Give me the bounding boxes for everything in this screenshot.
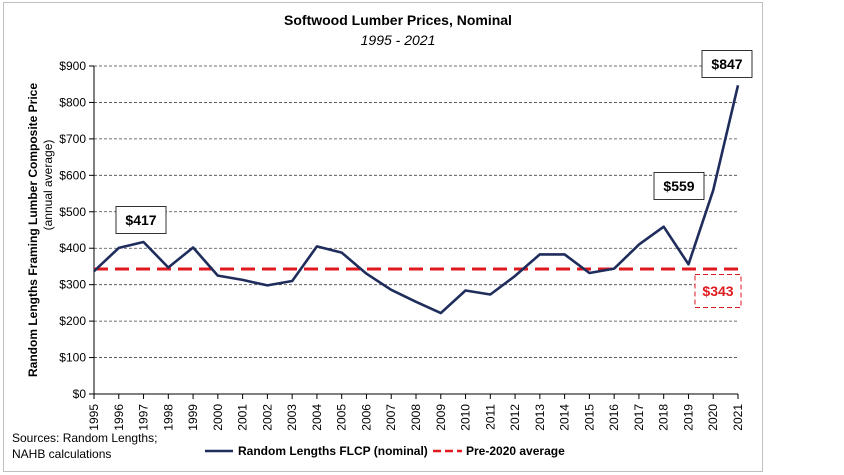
x-tick-label: 2009 [434, 404, 448, 431]
x-tick-label: 2012 [508, 404, 522, 431]
x-tick-label: 2001 [236, 404, 250, 431]
y-tick-label: $300 [59, 278, 86, 292]
y-tick-label: $100 [59, 351, 86, 365]
annotation-847-label: $847 [711, 56, 742, 72]
y-tick-label: $800 [59, 95, 86, 109]
x-tick-label: 2017 [632, 404, 646, 431]
y-tick-label: $400 [59, 241, 86, 255]
y-tick-label: $600 [59, 168, 86, 182]
annotation-559-label: $559 [663, 178, 694, 194]
chart-subtitle: 1995 - 2021 [361, 32, 436, 48]
x-tick-label: 2021 [731, 404, 745, 431]
y-axis-sublabel: (annual average) [41, 140, 55, 231]
x-tick-label: 2015 [582, 404, 596, 431]
source-note-line-2: NAHB calculations [12, 447, 111, 461]
x-tick-label: 2008 [409, 404, 423, 431]
annotation-417: $417 [115, 206, 167, 234]
x-tick-label: 2019 [681, 404, 695, 431]
legend: Random Lengths FLCP (nominal) Pre-2020 a… [205, 444, 565, 458]
y-tick-label: $200 [59, 314, 86, 328]
x-tick-label: 1996 [112, 404, 126, 431]
y-tick-label: $900 [59, 59, 86, 73]
x-axis-ticks: 1995 1996 1997 1998 1999 2000 2001 2002 2003 2004… [87, 394, 745, 431]
annotation-417-label: $417 [125, 212, 156, 228]
gridlines [93, 65, 738, 395]
x-tick-label: 2002 [260, 404, 274, 431]
annotation-847: $847 [701, 50, 753, 78]
x-tick-label: 2020 [706, 404, 720, 431]
x-tick-label: 2018 [657, 404, 671, 431]
y-axis-ticks: $0 $100 $200 $300 $400 $500 $600 $700 $800 $900 [59, 59, 94, 401]
x-tick-label: 2006 [359, 404, 373, 431]
x-tick-label: 2003 [285, 404, 299, 431]
x-tick-label: 2004 [310, 404, 324, 431]
x-tick-label: 1995 [87, 404, 101, 431]
annotation-343: $343 [694, 274, 742, 308]
y-tick-label: $500 [59, 205, 86, 219]
y-tick-label: $0 [73, 387, 87, 401]
x-tick-label: 2013 [533, 404, 547, 431]
x-tick-label: 2000 [211, 404, 225, 431]
legend-label-flcp: Random Lengths FLCP (nominal) [238, 444, 428, 458]
chart-title: Softwood Lumber Prices, Nominal [284, 12, 512, 28]
y-tick-label: $700 [59, 132, 86, 146]
annotation-343-label: $343 [702, 283, 733, 299]
x-tick-label: 2005 [335, 404, 349, 431]
annotation-559: $559 [653, 172, 705, 200]
x-tick-label: 1998 [161, 404, 175, 431]
x-tick-label: 1999 [186, 404, 200, 431]
x-tick-label: 2010 [459, 404, 473, 431]
x-tick-label: 1997 [137, 404, 151, 431]
x-tick-label: 2014 [558, 404, 572, 431]
series-line-random-lengths-flcp [93, 85, 740, 315]
x-tick-label: 2016 [607, 404, 621, 431]
x-tick-label: 2011 [483, 404, 497, 430]
x-tick-label: 2007 [384, 404, 398, 431]
source-note-line-1: Sources: Random Lengths; [12, 431, 157, 445]
legend-label-average: Pre-2020 average [466, 444, 565, 458]
y-axis-label: Random Lengths Framing Lumber Composite … [26, 83, 40, 377]
